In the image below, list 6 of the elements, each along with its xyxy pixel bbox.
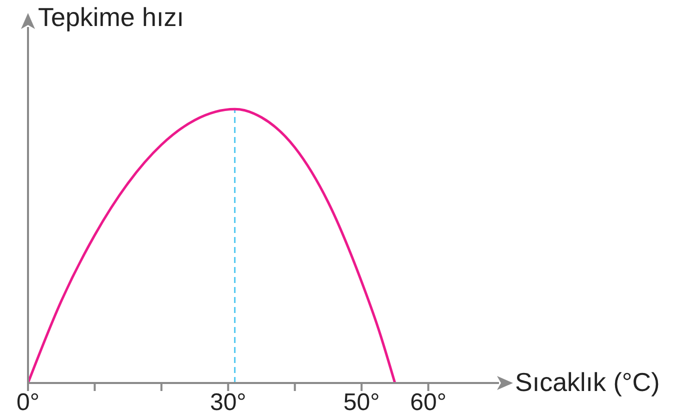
y-axis-title: Tepkime hızı [38,2,184,33]
x-tick-label: 30° [210,389,246,416]
x-tick-label: 50° [343,389,380,416]
x-tick-label: 0° [16,389,40,416]
x-tick-label: 60° [410,389,446,416]
x-axis-title: Sıcaklık (°C) [515,367,660,398]
